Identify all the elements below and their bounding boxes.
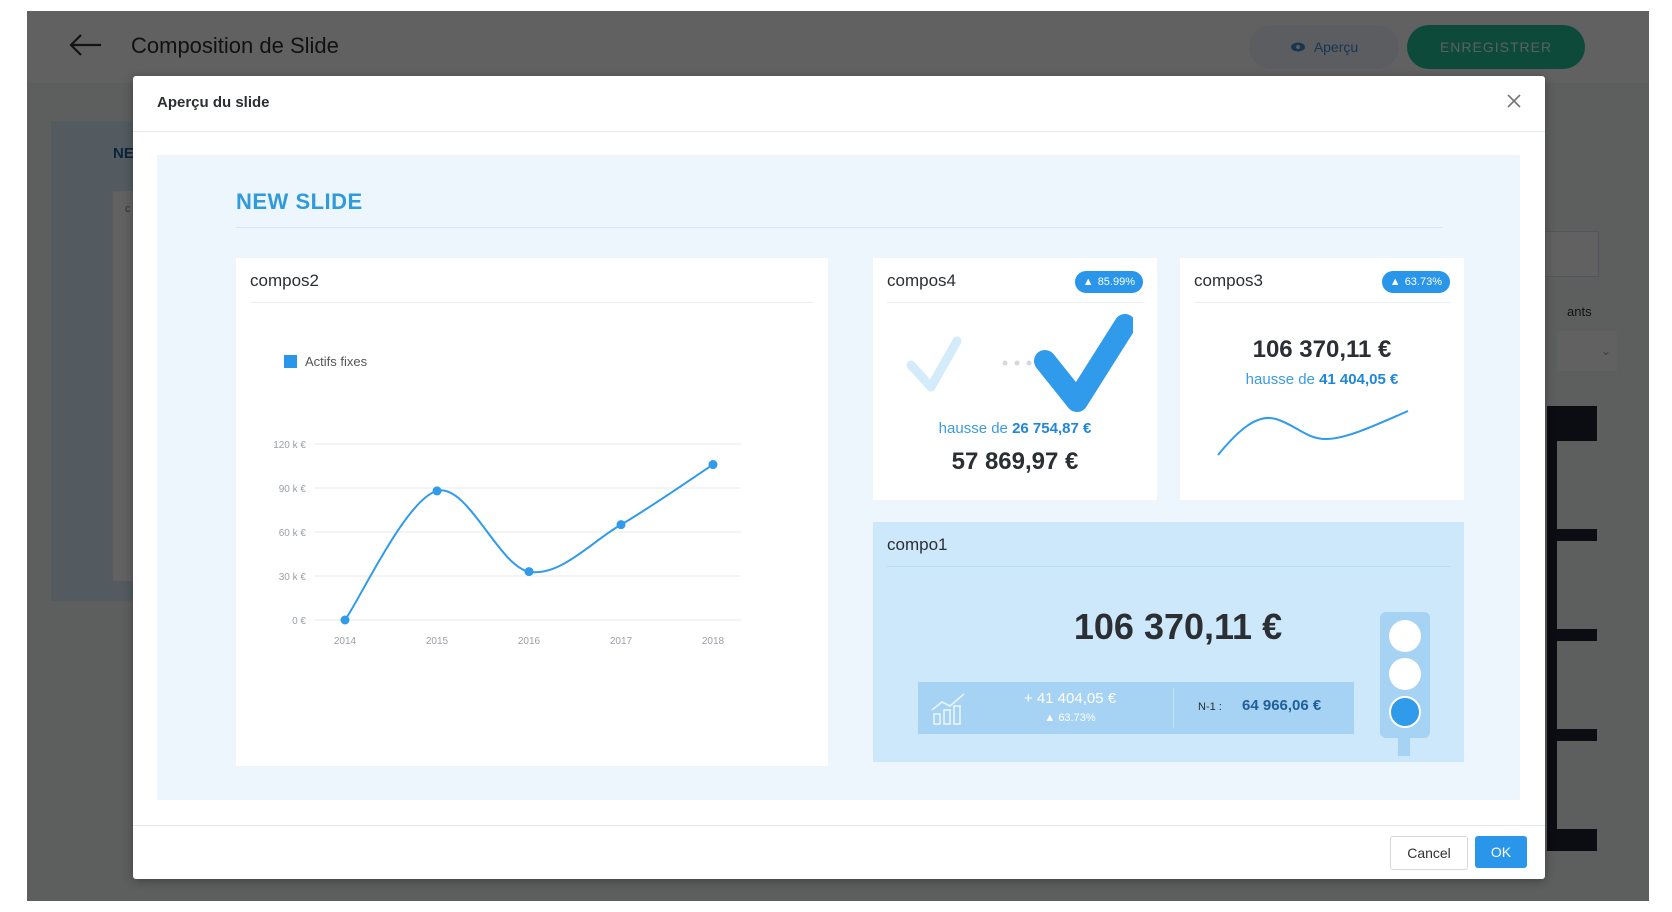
- data-point: [524, 567, 534, 577]
- x-tick-label: 2018: [702, 636, 725, 647]
- x-tick-label: 2015: [426, 636, 449, 647]
- modal-divider: [133, 131, 1545, 132]
- sparkline: [1217, 410, 1409, 456]
- n1-value: 64 966,06 €: [1242, 697, 1322, 714]
- modal-title: Aperçu du slide: [157, 94, 270, 111]
- compos4-title: compos4: [887, 271, 956, 290]
- traffic-light-pole: [1398, 736, 1410, 756]
- x-tick-label: 2014: [334, 636, 357, 647]
- compo1-comparison-strip: + 41 404,05 € ▲ 63.73% N-1 : 64 966,06 €: [918, 682, 1354, 734]
- compos2-card: compos2 Actifs fixes 0 € 30 k € 60 k € 90 k…: [236, 258, 828, 766]
- x-tick-label: 2016: [518, 636, 541, 647]
- caret-up-icon: ▲: [1389, 276, 1401, 288]
- y-tick-label: 90 k €: [279, 484, 307, 495]
- caret-up-icon: ▲: [1082, 276, 1094, 288]
- data-point: [616, 520, 626, 530]
- ok-button[interactable]: OK: [1475, 836, 1527, 868]
- data-point: [708, 460, 718, 470]
- compos3-growth: hausse de 41 404,05 €: [1180, 371, 1464, 388]
- growth-value: 26 754,87 €: [1012, 420, 1092, 437]
- data-point: [340, 615, 350, 625]
- compos2-title: compos2: [250, 271, 319, 290]
- traffic-light-middle: [1389, 658, 1421, 690]
- growth-prefix: hausse de: [938, 420, 1008, 437]
- slide-divider: [236, 227, 1442, 228]
- card-divider: [250, 302, 814, 303]
- compos4-card: compos4 ▲ 85.99% hausse de 26 754,87 € 5…: [873, 258, 1157, 500]
- line-chart: 0 € 30 k € 60 k € 90 k € 120 k € 2014 2015 2016…: [273, 440, 741, 647]
- growth-prefix: hausse de: [1245, 371, 1315, 388]
- change-percent: ▲ 63.73%: [1010, 712, 1130, 724]
- check-progress-icon: [906, 314, 1133, 412]
- compos3-card: compos3 ▲ 63.73% 106 370,11 € hausse de …: [1180, 258, 1464, 500]
- close-icon[interactable]: [1503, 90, 1525, 112]
- caret-up-icon: ▲: [1044, 712, 1059, 724]
- compo1-title: compo1: [887, 535, 948, 554]
- compo1-card: compo1 106 370,11 € + 41 404,05 € ▲ 63.7…: [873, 522, 1464, 762]
- traffic-light-bottom-active: [1389, 696, 1421, 728]
- compos4-growth: hausse de 26 754,87 €: [873, 420, 1157, 437]
- compos4-value: 57 869,97 €: [951, 448, 1079, 475]
- growth-value: 41 404,05 €: [1319, 371, 1399, 388]
- data-point: [432, 486, 442, 496]
- cancel-button[interactable]: Cancel: [1390, 836, 1468, 870]
- compos3-title: compos3: [1194, 271, 1263, 290]
- strip-divider: [1173, 688, 1174, 728]
- card-divider: [887, 302, 1143, 303]
- change-percent-value: 63.73%: [1058, 712, 1096, 724]
- compos3-badge: ▲ 63.73%: [1381, 271, 1450, 293]
- compos3-badge-value: 63.73%: [1404, 276, 1442, 288]
- card-divider: [1194, 302, 1450, 303]
- x-tick-label: 2017: [610, 636, 633, 647]
- compos4-badge-value: 85.99%: [1097, 276, 1135, 288]
- y-tick-label: 60 k €: [279, 528, 307, 539]
- legend-swatch: [284, 355, 297, 368]
- n1-label: N-1 :: [1198, 701, 1222, 713]
- modal-footer-divider: [133, 825, 1545, 826]
- slide-preview: NEW SLIDE compos2 Actifs fixes 0 € 30 k €…: [157, 155, 1520, 800]
- change-amount: + 41 404,05 €: [1023, 690, 1117, 707]
- y-tick-label: 30 k €: [279, 572, 307, 583]
- y-tick-label: 0 €: [292, 616, 306, 627]
- legend-label: Actifs fixes: [305, 354, 368, 369]
- chart-legend[interactable]: Actifs fixes: [284, 354, 367, 369]
- y-tick-label: 120 k €: [273, 440, 306, 451]
- preview-modal: Aperçu du slide NEW SLIDE compos2 Actifs…: [133, 76, 1545, 879]
- card-divider: [887, 566, 1450, 567]
- compo1-value: 106 370,11 €: [1073, 606, 1283, 647]
- compos4-badge: ▲ 85.99%: [1074, 271, 1143, 293]
- compos3-value: 106 370,11 €: [1252, 336, 1392, 363]
- slide-title: NEW SLIDE: [236, 189, 363, 214]
- traffic-light-top: [1389, 620, 1421, 652]
- series-line-actifs-fixes: [344, 463, 714, 621]
- growth-chart-icon: [931, 693, 965, 725]
- traffic-light: [1380, 612, 1430, 738]
